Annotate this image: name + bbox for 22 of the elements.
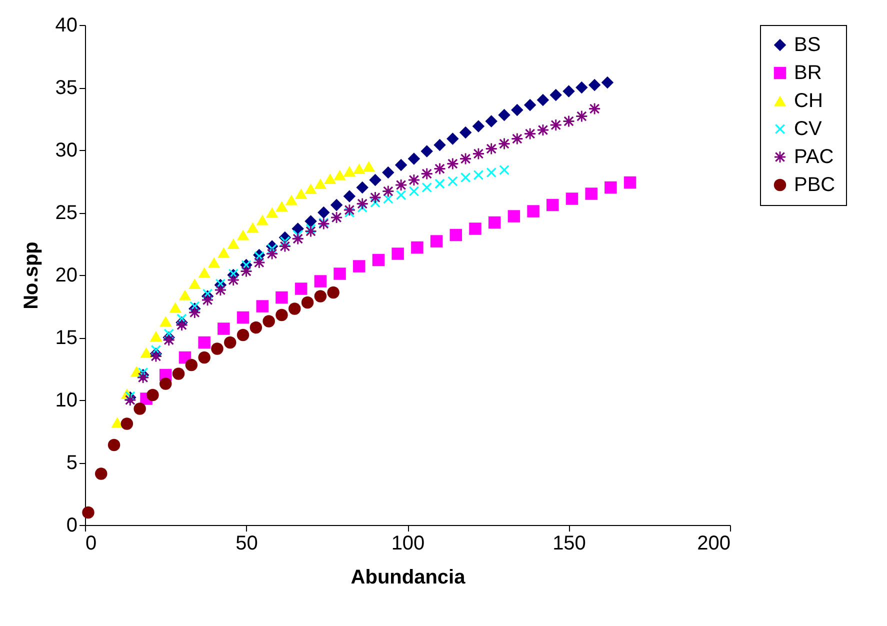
y-tick-label: 30 [55, 140, 78, 162]
x-tick-label: 150 [552, 532, 586, 554]
y-tick-label: 15 [55, 327, 78, 349]
legend-label: CV [794, 118, 822, 140]
x-tick-label: 200 [697, 532, 730, 554]
y-tick-label: 20 [55, 264, 78, 286]
x-tick-label: 100 [391, 532, 425, 554]
x-axis-title: Abundancia [350, 566, 466, 588]
legend-label: PBC [794, 174, 836, 196]
y-tick-label: 25 [55, 202, 78, 224]
legend-label: BR [794, 62, 822, 84]
y-tick-label: 10 [55, 390, 78, 412]
y-tick-label: 40 [55, 14, 78, 36]
x-tick-label: 0 [86, 532, 97, 554]
y-axis-title: No.spp [20, 242, 42, 310]
y-tick-label: 35 [55, 77, 78, 99]
y-tick-label: 5 [66, 452, 78, 474]
legend-label: PAC [794, 146, 834, 168]
legend-label: CH [794, 90, 823, 112]
x-tick-label: 50 [236, 532, 258, 554]
legend-label: BS [794, 34, 821, 56]
y-tick-label: 0 [66, 514, 78, 536]
